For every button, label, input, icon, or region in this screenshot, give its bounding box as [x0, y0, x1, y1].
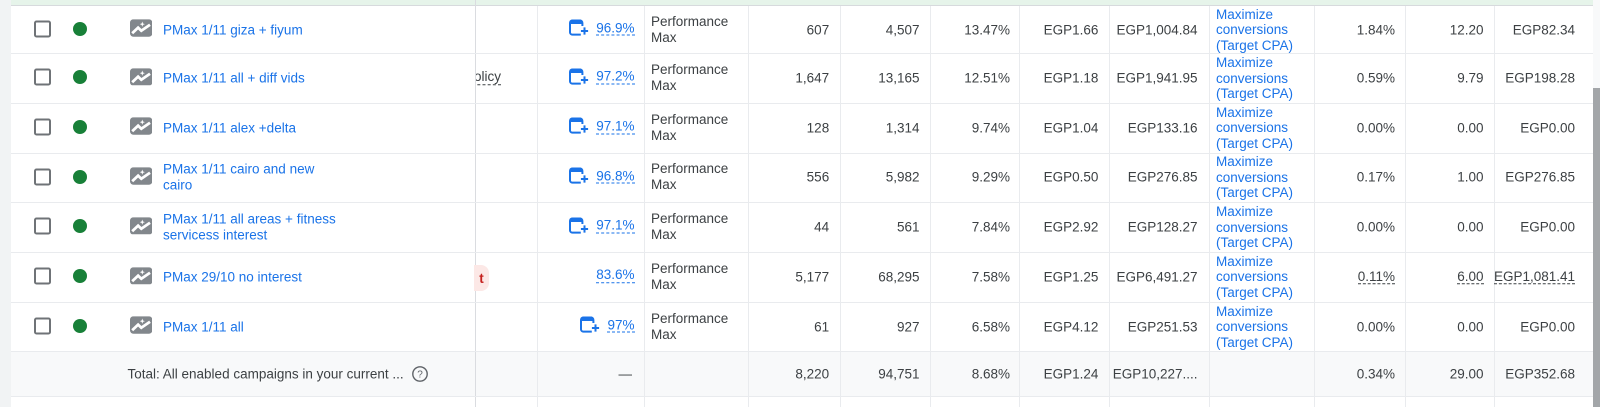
svg-text:?: ?	[417, 369, 423, 380]
